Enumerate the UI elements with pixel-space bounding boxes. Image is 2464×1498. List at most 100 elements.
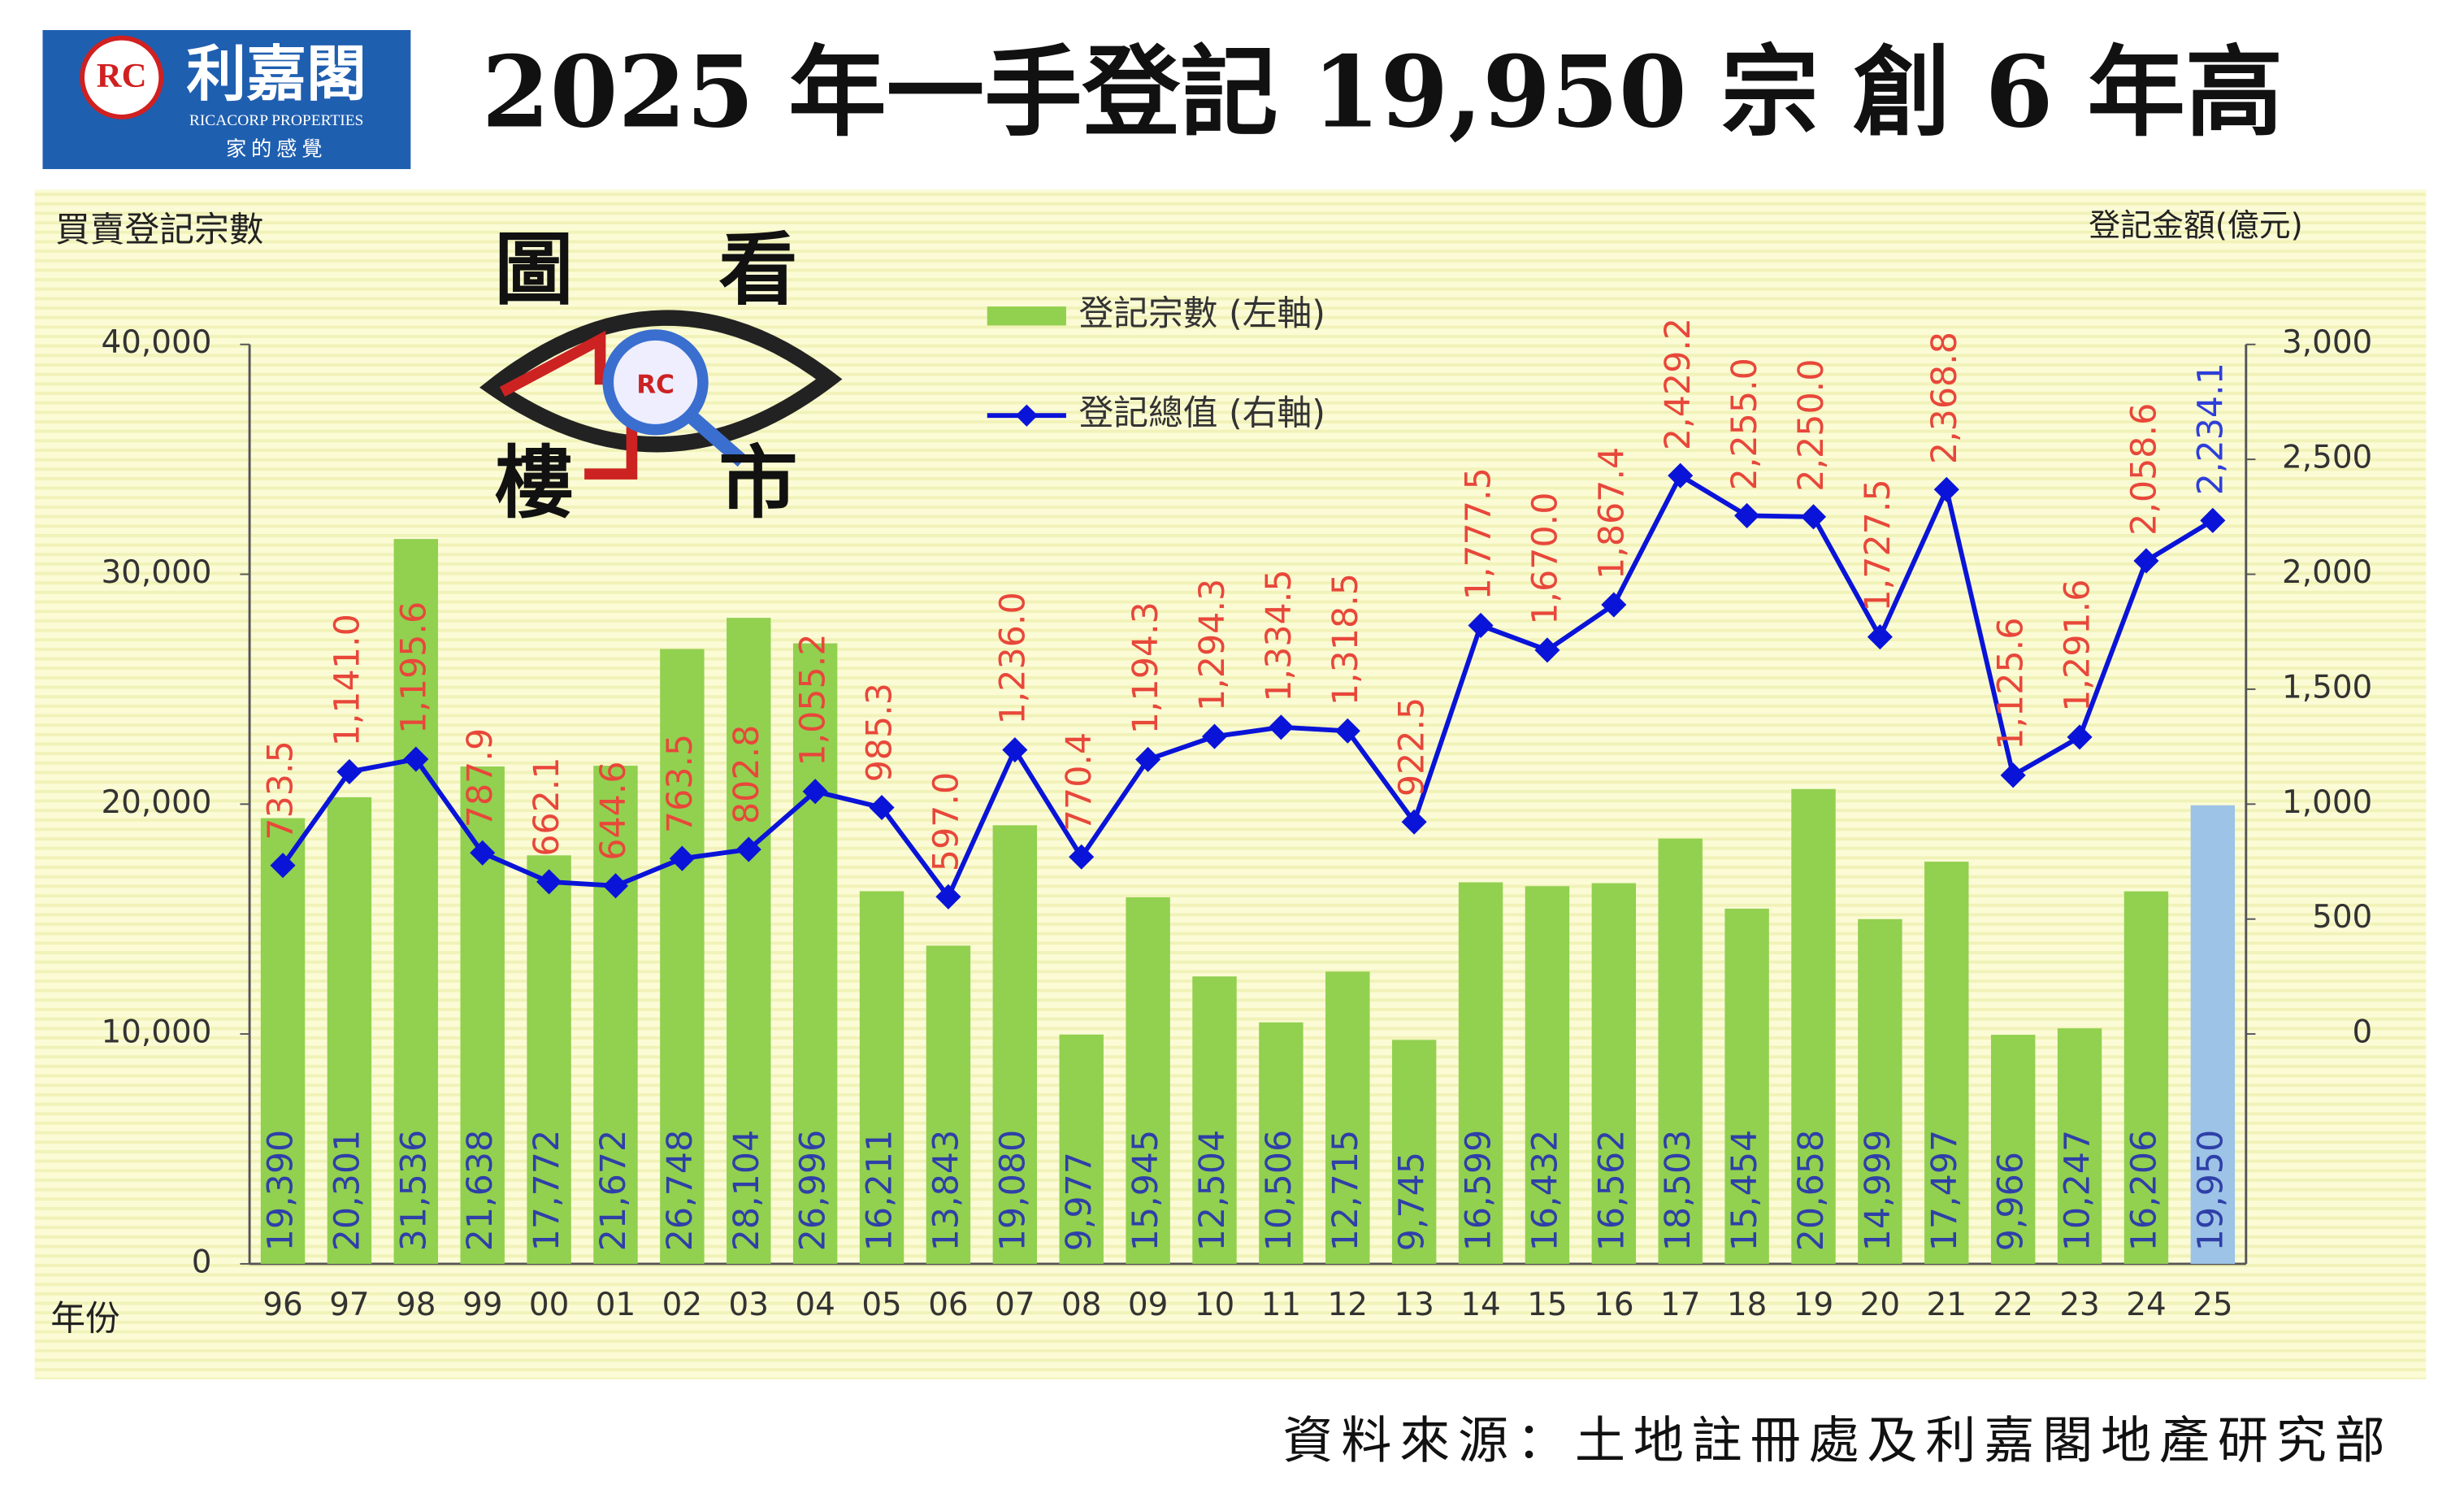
line-value-label: 1,294.3 <box>1192 579 1233 711</box>
line-marker <box>2000 762 2026 788</box>
line-value-label: 1,055.2 <box>793 633 834 766</box>
line-value-label: 2,255.0 <box>1724 358 1765 490</box>
bar-value-label: 19,390 <box>261 1130 301 1252</box>
x-tick-label: 17 <box>1660 1287 1700 1323</box>
x-tick-label: 23 <box>2059 1287 2099 1323</box>
logo-mark: RC <box>97 57 147 95</box>
y-tick-label: 20,000 <box>101 784 211 821</box>
bar-value-label: 28,104 <box>727 1130 767 1252</box>
line-value-label: 2,250.0 <box>1791 359 1832 492</box>
line-value-label: 1,195.6 <box>393 601 434 734</box>
y2-tick-label: 500 <box>2312 899 2372 936</box>
line-value-label: 770.4 <box>1059 732 1100 831</box>
watermark-char: 看 <box>718 224 797 316</box>
legend-swatch <box>987 306 1066 326</box>
bar-value-label: 16,432 <box>1525 1130 1565 1252</box>
bar-value-label: 21,672 <box>593 1130 634 1252</box>
y-tick-label: 10,000 <box>101 1014 211 1051</box>
line-value-label: 787.9 <box>460 728 501 827</box>
x-tick-label: 10 <box>1195 1287 1234 1323</box>
bar-value-label: 20,301 <box>327 1130 367 1252</box>
bar-value-label: 16,206 <box>2123 1130 2164 1252</box>
legend-label: 登記宗數 (左軸) <box>1078 293 1325 334</box>
watermark-mark: RC <box>636 370 675 399</box>
line-value-label: 802.8 <box>727 725 767 824</box>
x-tick-label: 25 <box>2193 1287 2232 1323</box>
bar <box>727 618 771 1264</box>
bar-value-label: 31,536 <box>393 1130 434 1252</box>
bar-value-label: 14,999 <box>1858 1130 1898 1252</box>
bar-value-label: 10,506 <box>1259 1130 1299 1252</box>
bar <box>2123 891 2169 1264</box>
line-marker <box>1601 592 1627 618</box>
x-tick-label: 19 <box>1794 1287 1833 1323</box>
bar-value-label: 9,977 <box>1059 1152 1100 1251</box>
bar <box>1591 883 1637 1264</box>
bar-value-label: 15,945 <box>1126 1130 1166 1252</box>
x-tick-label: 97 <box>329 1287 369 1323</box>
bar-value-label: 9,745 <box>1392 1152 1433 1251</box>
logo-en: RICACORP PROPERTIES <box>189 112 364 129</box>
line-marker <box>1800 504 1827 530</box>
chart-title: 2025 年一手登記 19,950 宗 創 6 年高 <box>482 35 2284 150</box>
bar <box>1192 976 1237 1264</box>
x-tick-label: 18 <box>1727 1287 1767 1323</box>
bar <box>926 945 971 1264</box>
bar <box>593 766 638 1264</box>
x-tick-label: 06 <box>928 1287 968 1323</box>
bar <box>992 825 1038 1264</box>
x-tick-label: 13 <box>1394 1287 1434 1323</box>
legend-label: 登記總值 (右軸) <box>1078 393 1325 434</box>
bar <box>393 539 439 1264</box>
bar <box>1990 1035 2036 1264</box>
line-value-label: 644.6 <box>593 761 634 860</box>
line-marker <box>602 873 629 899</box>
x-axis-label: 年份 <box>50 1298 120 1339</box>
line-marker <box>1468 612 1494 639</box>
bar <box>859 891 904 1264</box>
line-value-label: 733.5 <box>261 740 301 840</box>
logo-circle <box>80 35 164 119</box>
bar-value-label: 16,599 <box>1459 1130 1499 1252</box>
x-tick-label: 20 <box>1860 1287 1900 1323</box>
line-marker <box>1401 809 1427 835</box>
line-marker <box>1867 624 1893 650</box>
y-tick-label: 0 <box>192 1244 212 1280</box>
line-value-label: 922.5 <box>1392 697 1433 797</box>
line-value-label: 763.5 <box>660 734 701 833</box>
bar <box>1059 1034 1104 1264</box>
watermark-char: 樓 <box>494 436 573 529</box>
y2-tick-label: 2,000 <box>2282 554 2372 591</box>
bar <box>1259 1022 1304 1264</box>
x-tick-label: 11 <box>1261 1287 1301 1323</box>
line-value-label: 2,058.6 <box>2123 403 2164 536</box>
bar-value-label: 21,638 <box>460 1130 501 1252</box>
logo: RC 利嘉閣 RICACORP PROPERTIES 家的感覺 <box>42 29 411 170</box>
bar <box>1658 838 1703 1264</box>
bar-value-label: 13,843 <box>926 1130 966 1252</box>
line-marker <box>1135 746 1161 772</box>
x-tick-label: 01 <box>596 1287 636 1323</box>
x-tick-label: 09 <box>1128 1287 1168 1323</box>
line-marker <box>869 794 895 821</box>
y-tick-label: 40,000 <box>101 324 211 361</box>
lens-handle <box>687 411 748 467</box>
line-marker <box>2200 507 2226 533</box>
bar-value-label: 19,950 <box>2190 1130 2231 1252</box>
bar-value-label: 10,247 <box>2058 1130 2098 1252</box>
line-value-label: 1,125.6 <box>1991 618 2032 750</box>
bar-value-label: 26,996 <box>793 1130 834 1252</box>
bar-value-label: 12,715 <box>1325 1130 1366 1252</box>
eye-outline <box>479 310 843 453</box>
x-tick-label: 24 <box>2126 1287 2166 1323</box>
x-tick-label: 03 <box>729 1287 769 1323</box>
line-marker <box>336 758 362 785</box>
line-value-label: 1,334.5 <box>1259 569 1299 701</box>
bar <box>260 818 306 1264</box>
bar <box>1126 897 1170 1264</box>
line-value-label: 1,141.0 <box>327 614 367 746</box>
x-tick-label: 12 <box>1328 1287 1368 1323</box>
bar-value-label: 12,504 <box>1192 1130 1233 1252</box>
bar <box>1325 971 1370 1264</box>
x-tick-label: 04 <box>795 1287 835 1323</box>
